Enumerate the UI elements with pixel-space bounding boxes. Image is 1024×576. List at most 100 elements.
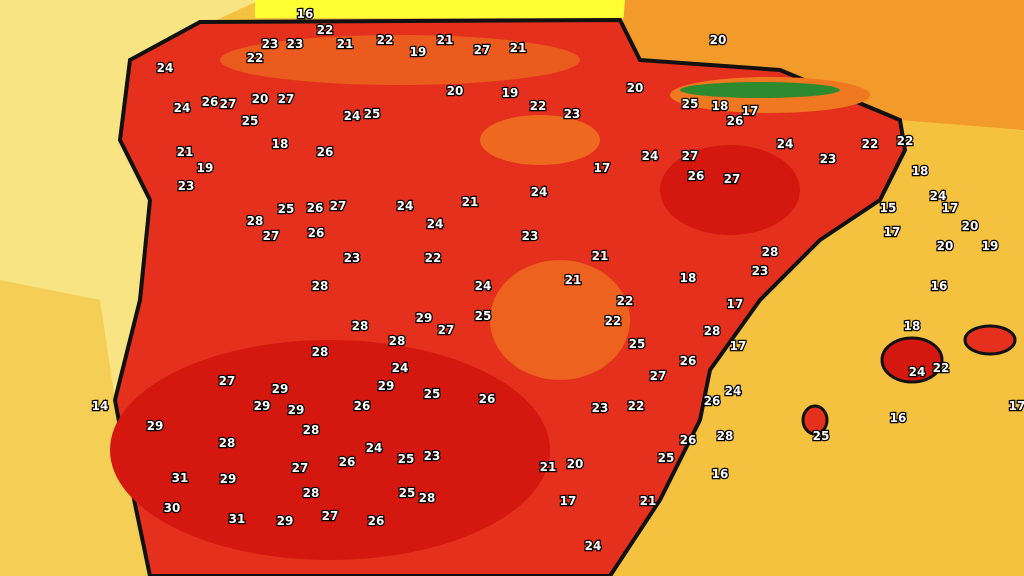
- temperature-label: 28: [717, 429, 734, 443]
- temperature-label: 24: [392, 361, 409, 375]
- temperature-label: 31: [172, 471, 189, 485]
- temperature-label: 23: [344, 251, 361, 265]
- temperature-label: 27: [474, 43, 491, 57]
- temperature-label: 24: [397, 199, 414, 213]
- temperature-label: 19: [982, 239, 999, 253]
- mallorca: [880, 336, 944, 384]
- temperature-label: 28: [303, 423, 320, 437]
- temperature-label: 22: [933, 361, 950, 375]
- temperature-label: 28: [762, 245, 779, 259]
- temperature-label: 24: [642, 149, 659, 163]
- temperature-label: 26: [317, 145, 334, 159]
- temperature-label: 23: [287, 37, 304, 51]
- temperature-label: 18: [272, 137, 289, 151]
- temperature-label: 26: [202, 95, 219, 109]
- temperature-label: 20: [447, 84, 464, 98]
- temperature-label: 24: [930, 189, 947, 203]
- temperature-label: 29: [147, 419, 164, 433]
- france-region: [255, 0, 625, 18]
- temperature-label: 29: [416, 311, 433, 325]
- temperature-label: 26: [308, 226, 325, 240]
- temperature-label: 24: [427, 217, 444, 231]
- temperature-label: 20: [962, 219, 979, 233]
- temperature-label: 21: [592, 249, 609, 263]
- temperature-label: 30: [164, 501, 181, 515]
- temperature-label: 17: [884, 225, 901, 239]
- temperature-label: 27: [438, 323, 455, 337]
- temperature-label: 27: [278, 92, 295, 106]
- temperature-label: 21: [640, 494, 657, 508]
- temperature-label: 28: [312, 345, 329, 359]
- temperature-label: 27: [682, 149, 699, 163]
- temperature-label: 17: [560, 494, 577, 508]
- temperature-label: 29: [378, 379, 395, 393]
- warm-iberian: [480, 115, 600, 165]
- temperature-label: 26: [688, 169, 705, 183]
- temperature-label: 19: [197, 161, 214, 175]
- temperature-label: 19: [502, 86, 519, 100]
- temperature-label: 21: [510, 41, 527, 55]
- temperature-label: 24: [174, 101, 191, 115]
- temperature-label: 23: [522, 229, 539, 243]
- temperature-label: 29: [288, 403, 305, 417]
- temperature-label: 25: [629, 337, 646, 351]
- temperature-label: 18: [912, 164, 929, 178]
- temperature-label: 17: [1009, 399, 1024, 413]
- temperature-label: 27: [322, 509, 339, 523]
- temperature-label: 27: [263, 229, 280, 243]
- temperature-label: 28: [312, 279, 329, 293]
- temperature-label: 25: [242, 114, 259, 128]
- warm-central: [490, 260, 630, 380]
- temperature-label: 17: [727, 297, 744, 311]
- temperature-label: 24: [777, 137, 794, 151]
- temperature-label: 22: [247, 51, 264, 65]
- temperature-label: 23: [564, 107, 581, 121]
- temperature-label: 28: [352, 319, 369, 333]
- temperature-label: 24: [157, 61, 174, 75]
- temperature-label: 21: [177, 145, 194, 159]
- temperature-label: 26: [680, 433, 697, 447]
- temperature-label: 22: [617, 294, 634, 308]
- pyrenees-snow: [680, 82, 840, 98]
- temperature-label: 22: [628, 399, 645, 413]
- temperature-label: 26: [307, 201, 324, 215]
- temperature-label: 26: [704, 394, 721, 408]
- menorca: [963, 324, 1017, 356]
- temperature-label: 22: [862, 137, 879, 151]
- temperature-label: 14: [92, 399, 109, 413]
- temperature-label: 16: [931, 279, 948, 293]
- temperature-label: 28: [389, 334, 406, 348]
- temperature-label: 26: [680, 354, 697, 368]
- temperature-label: 21: [565, 273, 582, 287]
- temperature-label: 17: [594, 161, 611, 175]
- temperature-label: 29: [277, 514, 294, 528]
- temperature-label: 28: [303, 486, 320, 500]
- temperature-label: 27: [220, 97, 237, 111]
- temperature-label: 21: [540, 460, 557, 474]
- temperature-label: 25: [682, 97, 699, 111]
- temperature-label: 29: [272, 382, 289, 396]
- temperature-label: 21: [437, 33, 454, 47]
- temperature-label: 24: [725, 384, 742, 398]
- temperature-label: 26: [479, 392, 496, 406]
- temperature-label: 23: [752, 264, 769, 278]
- temperature-label: 24: [585, 539, 602, 553]
- temperature-label: 25: [658, 451, 675, 465]
- temperature-label: 20: [567, 457, 584, 471]
- temperature-label: 26: [368, 514, 385, 528]
- temperature-label: 27: [292, 461, 309, 475]
- temperature-label: 22: [897, 134, 914, 148]
- temperature-label: 25: [278, 202, 295, 216]
- hot-south: [110, 340, 550, 560]
- temperature-label: 22: [317, 23, 334, 37]
- temperature-label: 25: [813, 429, 830, 443]
- portugal-lowlands: [0, 280, 150, 576]
- temperature-label: 24: [344, 109, 361, 123]
- temperature-label: 20: [627, 81, 644, 95]
- temperature-label: 31: [229, 512, 246, 526]
- temperature-label: 20: [252, 92, 269, 106]
- temperature-label: 15: [880, 201, 897, 215]
- warm-cantabria: [220, 35, 580, 85]
- temperature-label: 18: [712, 99, 729, 113]
